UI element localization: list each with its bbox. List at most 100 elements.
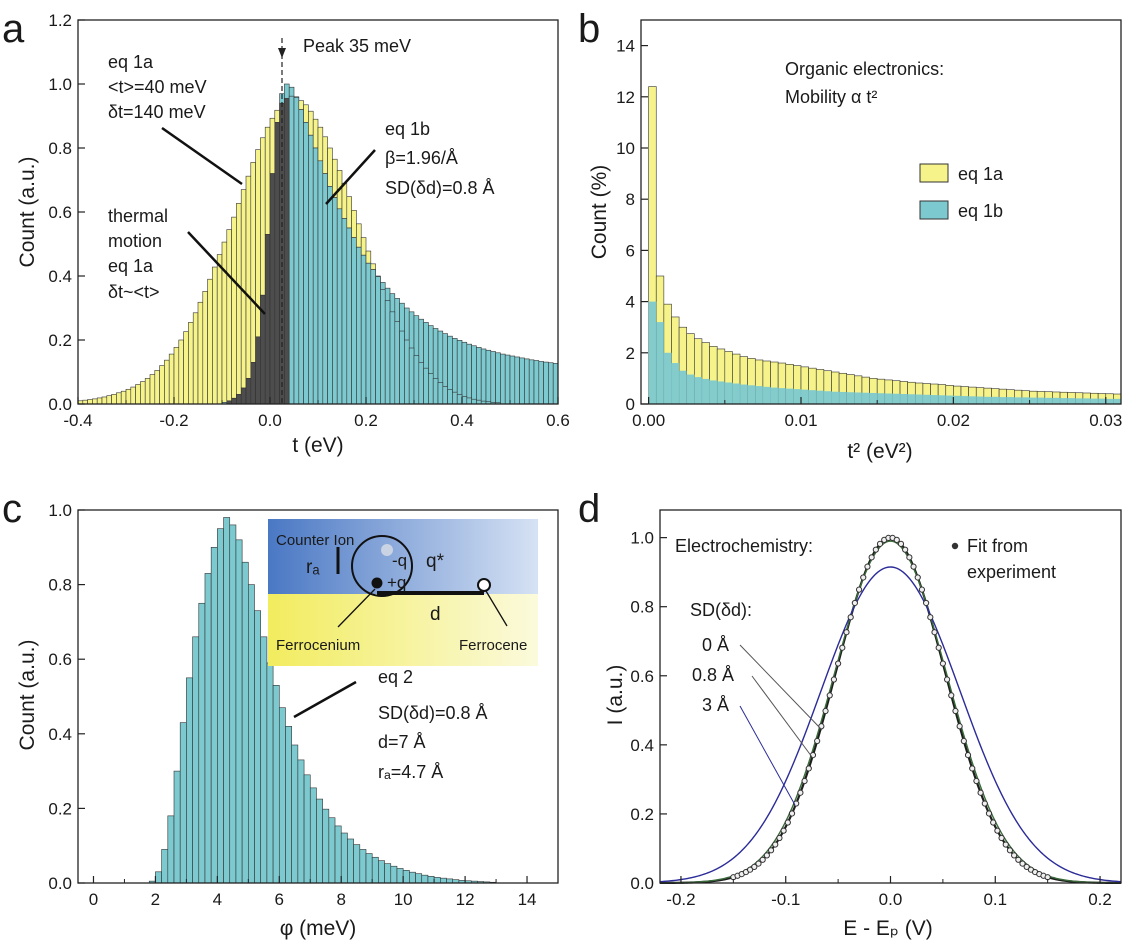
- bar-overlap: [384, 300, 391, 405]
- bar-overlap: [456, 394, 463, 405]
- bar-eq1b: [999, 397, 1007, 404]
- bar-overlap: [423, 367, 429, 405]
- bar-eq2: [266, 662, 274, 884]
- bar-eq1b: [831, 391, 840, 404]
- fit-point: [843, 629, 850, 636]
- inset-q-star: q*: [426, 551, 445, 572]
- bar-eq1b: [485, 349, 492, 405]
- fit-point: [805, 765, 812, 772]
- fit-point: [964, 752, 972, 759]
- bar-eq1b: [869, 392, 878, 404]
- bar-overlap: [341, 218, 348, 405]
- bar-eq1a: [197, 301, 204, 405]
- y-tick-label: 1.0: [48, 501, 72, 520]
- bar-overlap: [418, 362, 424, 405]
- bar-eq1b: [900, 394, 908, 404]
- bar-eq2: [167, 815, 175, 884]
- bar-eq1a: [308, 110, 314, 136]
- fit-point: [876, 540, 884, 547]
- bar-eq2: [297, 759, 305, 884]
- bar-eq1b: [1029, 397, 1038, 404]
- bar-overlap: [365, 262, 372, 405]
- bar-eq1a: [250, 162, 256, 363]
- bar-overlap: [298, 109, 304, 405]
- panel-d-xlabel: E - Eₚ (V): [843, 917, 933, 940]
- bar-eq1b: [922, 394, 931, 404]
- bar-eq1a: [116, 392, 122, 405]
- bar-overlap: [332, 197, 338, 405]
- bar-eq1b: [839, 391, 847, 404]
- x-tick-label: 0: [89, 890, 98, 909]
- bar-eq1b: [930, 395, 939, 404]
- panel-d: d -0.2 -0.1 0.0 0.1 0.2 0.0 0.2 0.4 0.6 0.8 1.0 E …: [578, 487, 1122, 940]
- bar-overlap: [380, 289, 386, 405]
- fit-legend-line2: experiment: [967, 562, 1056, 582]
- legend-label-eq1b: eq 1b: [958, 201, 1003, 221]
- bar-eq2: [291, 744, 299, 884]
- bar-eq2: [155, 871, 162, 884]
- bar-eq1a: [130, 386, 136, 405]
- bar-eq1a: [360, 237, 367, 256]
- bar-eq2: [359, 849, 367, 884]
- fit-point: [1006, 847, 1014, 854]
- bar-overlap: [447, 389, 453, 405]
- peak-label: Peak 35 meV: [303, 36, 411, 56]
- bar-eq1a: [92, 398, 98, 405]
- bar-eq2: [278, 707, 286, 884]
- bar-eq1b: [968, 396, 977, 404]
- bar-eq2: [328, 817, 336, 884]
- fit-point: [851, 599, 858, 607]
- x-tick-label: 0.4: [450, 411, 474, 430]
- bar-overlap: [264, 234, 271, 405]
- bar-eq1a: [365, 250, 372, 264]
- panel-b-ylabel: Count (%): [588, 165, 611, 260]
- panel-c-ylabel: Count (a.u.): [16, 640, 39, 751]
- bar-eq1a: [154, 370, 160, 405]
- fit-point: [918, 586, 926, 593]
- y-tick-label: 1.2: [48, 11, 72, 30]
- sd-leader-0.8: [751, 675, 813, 758]
- bar-eq1b: [877, 393, 885, 404]
- y-tick-label: 1.0: [630, 529, 654, 548]
- panel-c-frame: [77, 509, 559, 884]
- ann-eq1a-line1: eq 1a: [108, 52, 154, 72]
- fit-point: [772, 841, 779, 848]
- inset-counter-ion-label: Counter Ion: [276, 532, 354, 549]
- ann-eq1a-leader: [161, 126, 243, 186]
- bar-eq1b: [785, 388, 794, 404]
- bar-eq1b: [648, 301, 657, 404]
- fit-point: [872, 546, 879, 553]
- fit-point: [914, 574, 921, 581]
- y-tick-label: 0.8: [630, 598, 654, 617]
- bar-eq2: [229, 524, 237, 884]
- bar-eq2: [316, 798, 323, 884]
- bar-eq2: [396, 868, 404, 884]
- x-tick-label: 0.03: [1089, 411, 1122, 430]
- bar-eq1b: [504, 354, 511, 405]
- bar-eq2: [322, 808, 330, 884]
- fit-point: [776, 834, 783, 842]
- bar-eq1b: [755, 386, 763, 404]
- bar-eq1a: [327, 147, 333, 187]
- bar-eq1b: [701, 378, 710, 404]
- bar-eq1a: [236, 203, 242, 395]
- bar-eq1b: [717, 381, 725, 404]
- fit-point: [931, 629, 938, 636]
- bar-eq1b: [519, 357, 525, 405]
- fit-point: [822, 707, 829, 715]
- bar-eq2: [384, 863, 392, 884]
- fit-point: [847, 614, 854, 621]
- fit-point: [943, 676, 951, 683]
- sd-leader-0: [739, 644, 823, 731]
- inset-ferrocene-label: Ferrocene: [459, 637, 527, 654]
- panel-d-ticks: -0.2 -0.1 0.0 0.1 0.2 0.0 0.2 0.4 0.6 0.8 1.0: [630, 529, 1112, 909]
- bar-overlap: [370, 269, 376, 405]
- bar-eq1b: [1037, 397, 1045, 404]
- fit-point: [939, 660, 946, 667]
- bar-eq1b: [1098, 398, 1106, 404]
- x-tick-label: 0.2: [1088, 890, 1112, 909]
- bar-eq1b: [1052, 397, 1061, 404]
- gaussian-curve: [659, 536, 1122, 885]
- bar-eq1b: [724, 382, 733, 404]
- ferrocenium-inset: Counter Ion -q +q q* rₐ d Ferrocenium Fe…: [268, 519, 538, 666]
